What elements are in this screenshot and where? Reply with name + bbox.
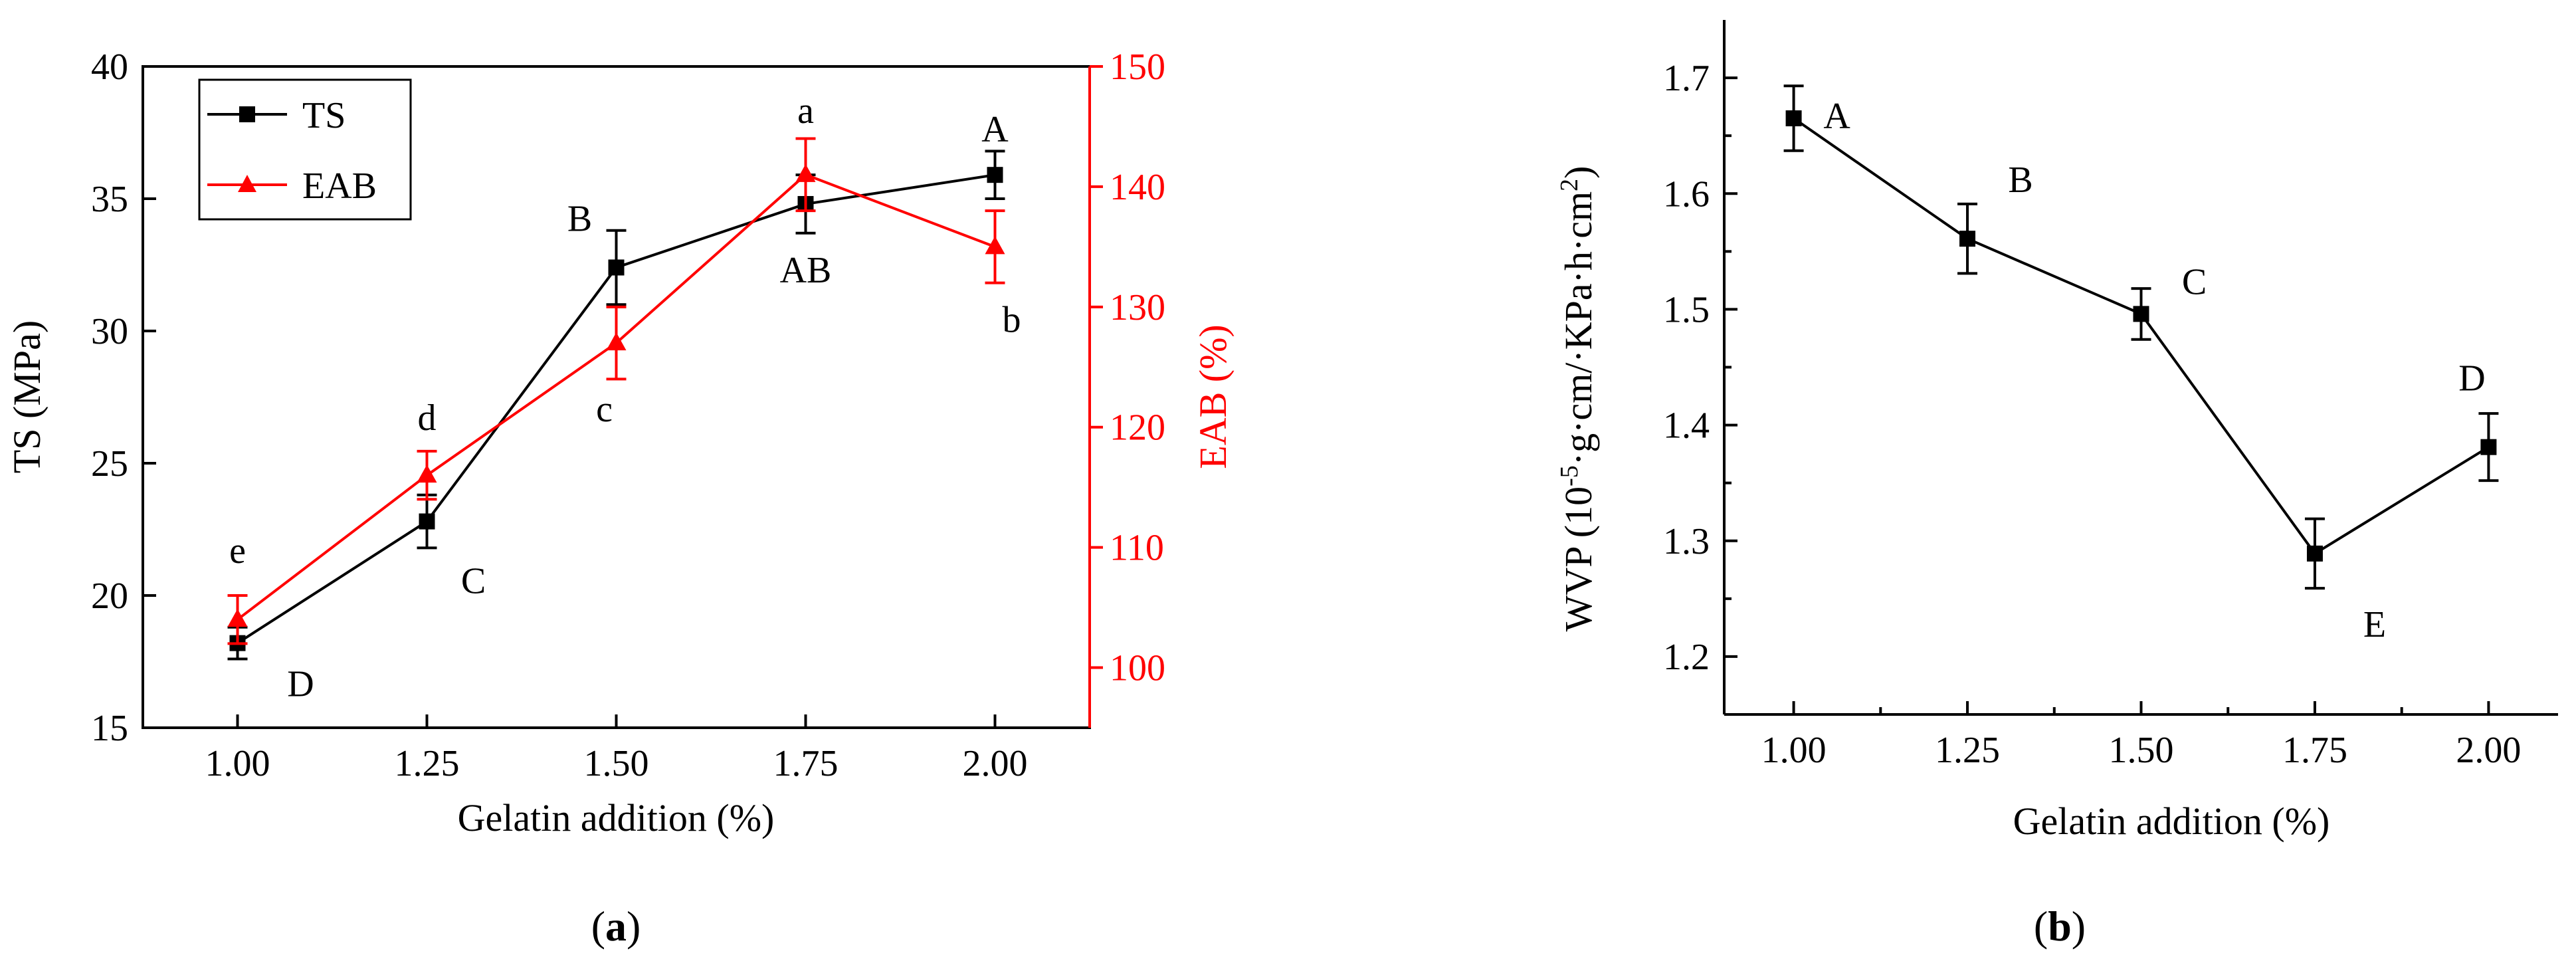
panel-a-label-letter: a: [605, 903, 627, 950]
panel-b-label-letter: b: [2048, 903, 2072, 950]
series-eab-point: [227, 609, 248, 627]
series-ts-significance-letter: AB: [780, 250, 832, 291]
panel-a-x-tick-label: 1.75: [773, 743, 839, 784]
panel-b-y-tick-label: 1.5: [1663, 289, 1710, 330]
panel-a-legend: TS EAB: [198, 78, 412, 221]
series-wvp-point: [1959, 231, 1976, 247]
panel-b-y-tick-label: 1.6: [1663, 173, 1710, 215]
series-wvp-point: [2480, 439, 2497, 455]
series-eab-significance-letter: d: [418, 397, 437, 439]
panel-a-right-tick-label: 120: [1110, 407, 1165, 449]
series-wvp-point: [1785, 110, 1802, 127]
series-eab-significance-letter: b: [1003, 299, 1021, 340]
panel-a-left-tick-label: 25: [91, 443, 128, 484]
panel-a-x-tick-label: 1.00: [205, 743, 270, 784]
series-eab-point: [606, 332, 627, 351]
panel-b-x-tick-label: 1.00: [1761, 730, 1827, 771]
panel-a-left-tick-label: 40: [91, 47, 128, 88]
panel-b-y-tick-label: 1.7: [1663, 58, 1710, 99]
panel-a-x-axis-title: Gelatin addition (%): [458, 796, 775, 839]
panel-a-right-tick-label: 110: [1110, 528, 1164, 569]
panel-a-right-tick-label: 150: [1110, 47, 1165, 88]
panel-a-right-tick-label: 130: [1110, 287, 1165, 328]
series-eab-significance-letter: a: [797, 90, 814, 132]
series-wvp-point: [2133, 306, 2149, 322]
panel-b-y-tick-label: 1.3: [1663, 521, 1710, 562]
series-eab-significance-letter: c: [596, 389, 613, 430]
legend-eab-label: EAB: [302, 165, 377, 207]
panel-b-y-tick-label: 1.4: [1663, 405, 1710, 447]
panel-a-right-tick-label: 140: [1110, 167, 1165, 208]
legend-ts-marker: [239, 106, 255, 122]
panel-a-right-tick-label: 100: [1110, 648, 1165, 689]
panel-a-x-tick-label: 1.25: [395, 743, 460, 784]
panel-b-label: (b): [2034, 903, 2086, 950]
series-eab-point: [985, 236, 1005, 255]
series-wvp-significance-letter: D: [2458, 358, 2485, 399]
series-ts-significance-letter: D: [287, 664, 314, 705]
series-ts-point: [987, 167, 1003, 183]
panel-b-x-axis-title: Gelatin addition (%): [2013, 800, 2330, 843]
panel-a-label: (a): [591, 903, 641, 950]
panel-a-x-tick-label: 2.00: [963, 743, 1028, 784]
series-ts-significance-letter: C: [461, 561, 486, 602]
series-wvp-point: [2306, 545, 2323, 562]
series-eab-point: [417, 465, 437, 483]
panel-a-legend-frame: [198, 78, 412, 221]
panel-a-right-axis-title: EAB (%): [1191, 324, 1235, 469]
panel-a-x-tick-label: 1.50: [584, 743, 649, 784]
series-wvp-significance-letter: E: [2363, 604, 2386, 645]
legend-ts-label: TS: [302, 95, 346, 136]
chart-panel-a: 1.00 1.25 1.50 1.75 2.00 15 20 25 30 35 40 100 110 12…: [5, 47, 1235, 950]
series-ts-point: [419, 513, 435, 530]
panel-b-y-axis-title: WVP (10-5·g·cm/·KPa·h·cm2): [1555, 166, 1600, 632]
legend-eab-marker: [238, 175, 256, 192]
panel-b-x-tick-label: 1.75: [2282, 730, 2347, 771]
series-eab-significance-letter: e: [229, 530, 246, 572]
series-ts-point: [608, 259, 625, 276]
series-ts-significance-letter: B: [567, 198, 592, 239]
panel-b-y-tick-label: 1.2: [1663, 637, 1710, 678]
chart-panel-b: 1.00 1.25 1.50 1.75 2.00 1.2 1.3 1.4 1.5 1.6 1.7 A…: [1555, 20, 2558, 950]
series-wvp-significance-letter: B: [2008, 160, 2032, 201]
panel-a-left-tick-label: 15: [91, 708, 128, 749]
series-ts-significance-letter: A: [981, 109, 1009, 150]
series-wvp-significance-letter: C: [2182, 261, 2207, 302]
panel-b-x-tick-label: 2.00: [2456, 730, 2521, 771]
panel-a-left-axis-title: TS (MPa): [5, 320, 49, 473]
series-wvp-significance-letter: A: [1823, 96, 1850, 137]
series-eab-point: [795, 163, 816, 182]
panel-a-left-tick-label: 30: [91, 311, 128, 352]
panel-b-x-tick-label: 1.25: [1935, 730, 2000, 771]
panel-b-x-tick-label: 1.50: [2109, 730, 2174, 771]
panel-a-left-tick-label: 20: [91, 576, 128, 617]
panel-a-left-tick-label: 35: [91, 179, 128, 220]
